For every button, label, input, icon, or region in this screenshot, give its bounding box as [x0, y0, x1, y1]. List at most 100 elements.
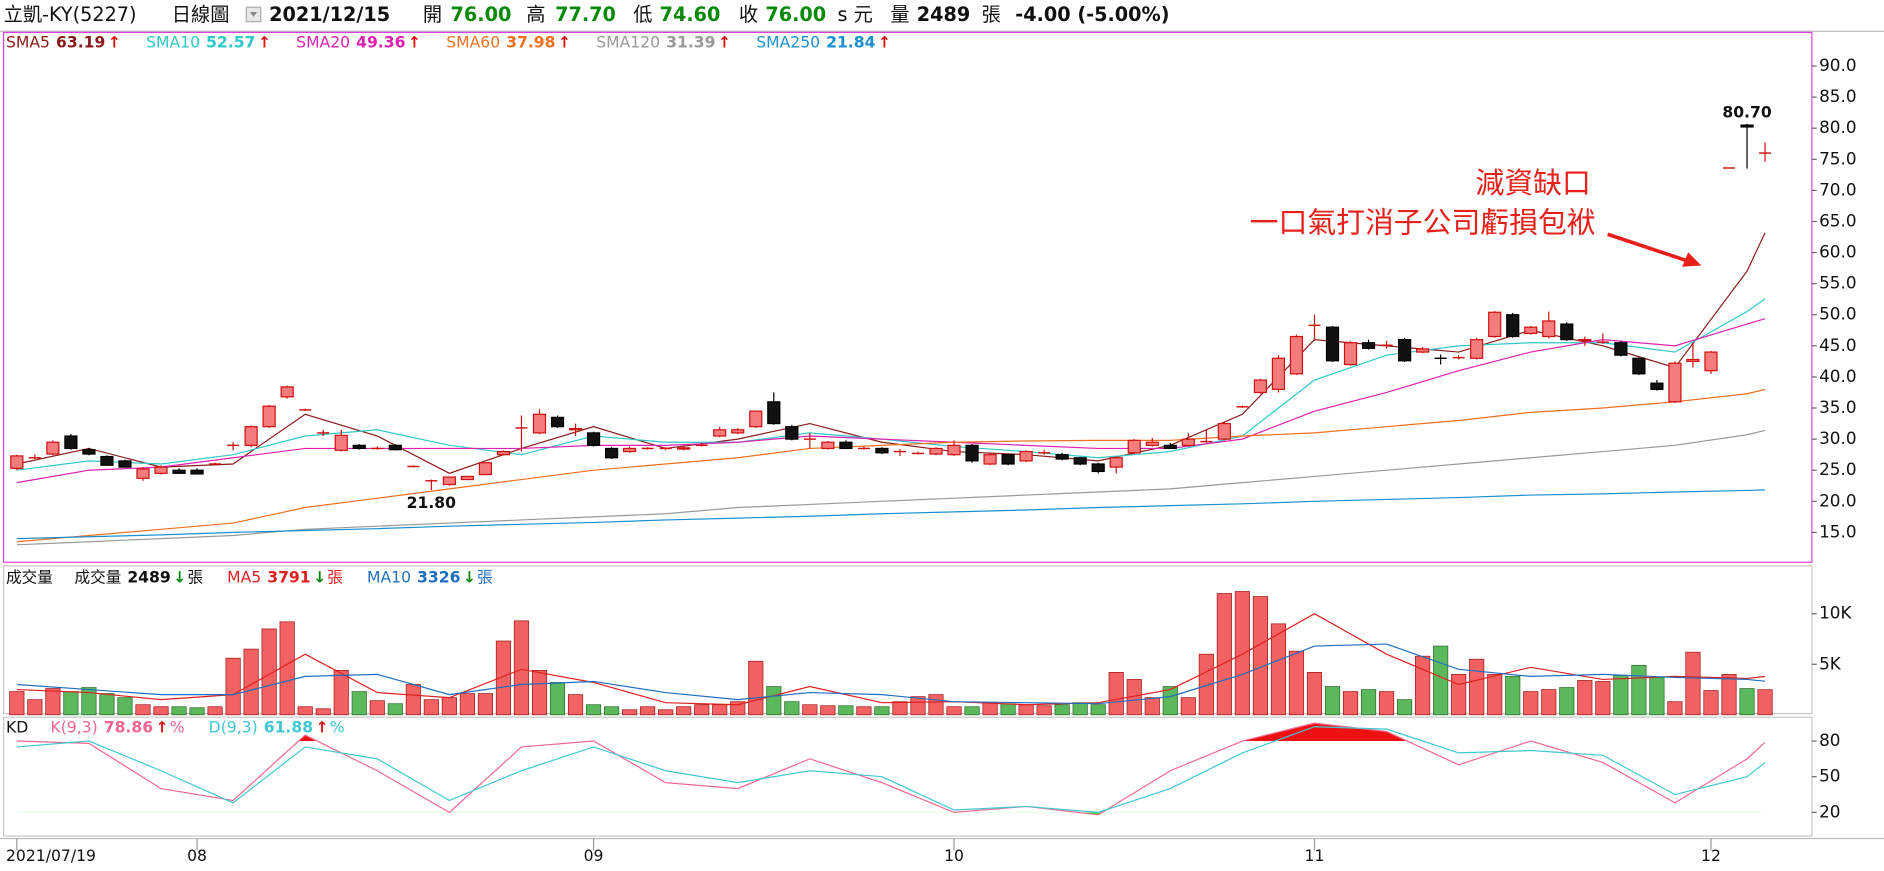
x-tick-label: 11 — [1305, 847, 1325, 865]
candle-body — [604, 447, 619, 459]
volume-bar — [549, 682, 566, 716]
change: -4.00 (-5.00%) — [1015, 3, 1169, 26]
volume-bar — [1469, 658, 1485, 716]
volume-bar — [27, 699, 43, 716]
volume-unit: 張 — [982, 3, 1001, 26]
candle-body — [947, 444, 961, 456]
volume-bar — [1288, 650, 1305, 716]
legend-arrow: ↓ — [463, 568, 476, 586]
volume: 2489 — [917, 3, 971, 26]
candle-body — [1740, 124, 1754, 128]
candle-body — [731, 429, 745, 434]
y-tick-label: 20.0 — [1819, 490, 1856, 510]
volume-bar — [676, 706, 692, 716]
candle-body — [532, 413, 547, 434]
x-tick-label: 08 — [187, 847, 207, 865]
volume-bar — [1270, 623, 1286, 716]
volume-bar — [1613, 675, 1629, 716]
ma-line — [16, 388, 1766, 543]
legend-value: 49.36 — [356, 34, 406, 52]
volume-bar — [622, 709, 638, 716]
ma-line — [16, 298, 1766, 471]
legend-arrow: ↓ — [313, 568, 326, 586]
volume-bar — [640, 706, 656, 716]
volume-bar — [1036, 705, 1052, 716]
y-tick-label: 60.0 — [1819, 242, 1856, 262]
candle-body — [1542, 320, 1556, 338]
candle-body — [136, 468, 150, 479]
legend-arrow: ↑ — [408, 34, 421, 52]
candle-body — [1416, 348, 1430, 353]
volume-bar — [802, 704, 818, 716]
candle-body — [1163, 444, 1177, 450]
legend-name: SMA60 — [446, 34, 500, 52]
volume-bar — [1667, 701, 1683, 716]
candle-body — [1217, 422, 1231, 440]
period[interactable]: 日線圖 — [172, 3, 230, 26]
candle-body — [1109, 457, 1123, 468]
volume-bar — [441, 697, 457, 716]
volume-bar — [1018, 704, 1034, 716]
volume-bar — [1342, 691, 1359, 716]
dropdown-arrow — [249, 12, 258, 17]
candle-body — [100, 455, 114, 466]
legend-arrow: ↑ — [108, 34, 121, 52]
legend-value: 61.88 — [264, 719, 313, 737]
y-tick-label: 15.0 — [1819, 521, 1856, 541]
volume-bar — [604, 706, 620, 716]
date: 2021/12/15 — [269, 3, 390, 26]
volume-bar — [1595, 681, 1611, 716]
candle-body — [713, 429, 727, 437]
legend-name: MA10 — [367, 568, 411, 586]
candle-body — [586, 432, 601, 446]
volume-bar — [1559, 687, 1575, 716]
candle-body — [1361, 342, 1376, 349]
candle-body — [82, 449, 96, 455]
volume-bar — [45, 688, 61, 716]
legend-name: 成交量 — [74, 568, 121, 586]
legend-value: 31.39 — [666, 34, 715, 52]
panel-title: KD — [6, 719, 28, 737]
field-value: 74.60 — [660, 3, 721, 26]
field-label: 收 — [739, 3, 758, 26]
candle-body — [1127, 439, 1141, 454]
volume-bar — [81, 687, 97, 716]
volume-bar — [982, 702, 998, 716]
volume-bar — [1000, 703, 1016, 716]
candle-body — [1560, 323, 1574, 341]
volume-bar — [567, 694, 584, 716]
candle-body — [190, 469, 204, 475]
volume-bar — [1360, 689, 1377, 716]
legend-value: 63.19 — [56, 34, 105, 52]
volume-bar — [513, 620, 530, 716]
candle-body — [1343, 342, 1358, 366]
ma-line — [16, 726, 1766, 813]
candle-body — [677, 447, 691, 450]
price-panel — [3, 31, 1813, 563]
volume-bar — [748, 660, 764, 716]
legend-name: SMA20 — [296, 34, 350, 52]
volume-bar — [1180, 697, 1196, 716]
ma-line — [16, 643, 1766, 705]
y-tick-label: 40.0 — [1819, 366, 1856, 386]
volume-bar — [477, 693, 493, 716]
legend-value: 37.98 — [506, 34, 555, 52]
volume-bar — [766, 686, 782, 716]
volume-bar — [1216, 593, 1232, 716]
candle-body — [1397, 339, 1412, 362]
candle-body — [785, 426, 799, 440]
y-tick-label: 70.0 — [1819, 179, 1856, 199]
candle-body — [929, 447, 943, 455]
candle-body — [388, 444, 402, 451]
volume-bar — [369, 700, 385, 716]
legend-value: 3791 — [267, 568, 310, 586]
volume-bar — [1649, 677, 1665, 716]
candle-body — [1488, 311, 1502, 338]
candle-body — [749, 410, 763, 428]
volume-bar — [1234, 591, 1250, 716]
legend-unit: 張 — [187, 568, 203, 586]
annotation-arrow — [1607, 232, 1688, 263]
candle-body — [1325, 326, 1340, 362]
